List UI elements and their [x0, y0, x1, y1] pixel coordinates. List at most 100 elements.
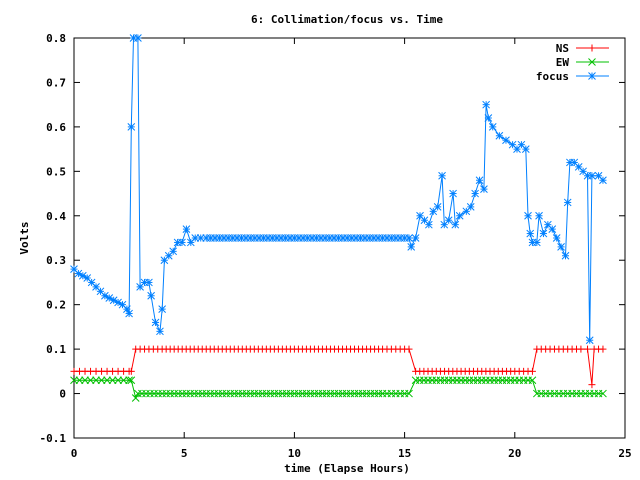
data-point: [599, 389, 607, 398]
data-point: [127, 123, 136, 131]
data-point: [81, 376, 89, 385]
series-NS: [70, 345, 607, 389]
y-tick-label: 0.1: [46, 343, 66, 356]
data-point: [103, 376, 111, 385]
data-point: [524, 211, 532, 220]
data-point: [577, 345, 585, 353]
legend-label: NS: [556, 42, 569, 55]
data-point: [471, 189, 479, 198]
data-point: [548, 225, 557, 233]
data-point: [114, 376, 122, 385]
data-point: [86, 376, 95, 385]
y-tick-label: 0.3: [46, 254, 66, 267]
y-axis-ticks: -0.1 0 0.1 0.2 0.3 0.4 0.5 0.6 0.7 0.8: [40, 32, 625, 445]
y-tick-label: 0.6: [46, 121, 66, 134]
legend-item-EW: EW: [556, 56, 609, 69]
series-layer: [70, 34, 607, 402]
data-point: [405, 345, 413, 353]
data-point: [502, 136, 510, 145]
data-point: [125, 309, 133, 318]
data-point: [125, 376, 133, 385]
x-tick-label: 15: [398, 447, 411, 460]
series-markers-EW: [70, 376, 607, 402]
x-tick-label: 5: [181, 447, 188, 460]
x-tick-label: 25: [618, 447, 631, 460]
x-tick-label: 20: [508, 447, 521, 460]
data-point: [449, 189, 457, 198]
data-point: [127, 367, 135, 375]
y-tick-label: 0.4: [46, 210, 66, 223]
data-point: [407, 243, 416, 251]
data-point: [92, 376, 100, 385]
legend-label: focus: [536, 70, 569, 83]
data-point: [169, 247, 178, 256]
data-point: [466, 203, 475, 211]
legend-swatch-marker: [588, 44, 596, 52]
data-point: [127, 376, 136, 385]
chart-title: 6: Collimation/focus vs. Time: [251, 13, 443, 26]
data-point: [521, 145, 530, 153]
data-point: [475, 176, 484, 185]
data-point: [526, 229, 535, 238]
data-point: [585, 336, 594, 345]
y-tick-label: 0.7: [46, 76, 66, 89]
legend-swatch-marker: [588, 58, 596, 66]
data-point: [405, 234, 413, 242]
data-point: [145, 278, 153, 287]
x-tick-label: 0: [71, 447, 78, 460]
data-point: [563, 198, 572, 207]
legend-swatch-marker: [588, 72, 596, 80]
data-point: [495, 131, 504, 140]
series-markers-NS: [70, 345, 607, 389]
data-point: [108, 376, 117, 385]
data-point: [75, 376, 84, 385]
data-point: [488, 123, 497, 131]
data-point: [178, 238, 186, 247]
data-point: [119, 376, 128, 385]
plot-frame: [73, 37, 626, 439]
x-axis-label: time (Elapse Hours): [284, 462, 410, 475]
legend-item-focus: focus: [536, 70, 609, 83]
data-point: [438, 171, 446, 180]
data-point: [535, 211, 543, 220]
series-markers-focus: [70, 34, 607, 345]
data-point: [532, 238, 541, 247]
data-point: [182, 225, 191, 233]
y-tick-label: 0.5: [46, 165, 66, 178]
data-point: [599, 176, 607, 185]
y-tick-label: 0.8: [46, 32, 66, 45]
data-point: [482, 100, 491, 109]
data-point: [539, 229, 548, 238]
data-point: [561, 251, 570, 260]
y-axis-label: Volts: [18, 221, 31, 254]
data-point: [480, 185, 488, 193]
data-point: [97, 376, 106, 385]
data-point: [424, 220, 433, 229]
series-line-NS: [74, 348, 603, 385]
data-point: [405, 389, 413, 398]
data-point: [433, 203, 442, 211]
data-point: [96, 287, 105, 296]
data-point: [158, 305, 167, 313]
series-line-EW: [74, 379, 603, 400]
data-point: [513, 145, 521, 153]
series-EW: [70, 376, 607, 402]
data-point: [528, 376, 537, 385]
data-point: [70, 376, 78, 385]
data-point: [484, 114, 493, 122]
y-tick-label: 0.2: [46, 299, 66, 312]
data-point: [508, 140, 517, 149]
data-point: [528, 367, 536, 375]
data-point: [440, 220, 449, 229]
data-point: [451, 220, 460, 229]
series-focus: [70, 34, 607, 345]
data-point: [134, 34, 142, 42]
x-axis-ticks: 0 5 10 15 20 25: [71, 38, 632, 460]
data-point: [147, 291, 155, 300]
y-tick-label: 0: [59, 388, 66, 401]
data-point: [599, 345, 607, 353]
legend-item-NS: NS: [556, 42, 609, 55]
data-point: [588, 171, 596, 180]
